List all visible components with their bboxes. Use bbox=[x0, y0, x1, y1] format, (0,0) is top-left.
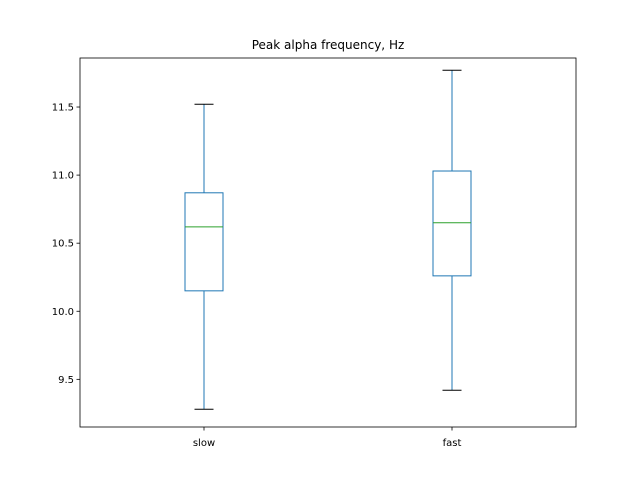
x-tick-label: slow bbox=[193, 438, 215, 449]
iqr-box bbox=[432, 170, 472, 277]
plot-area-frame bbox=[79, 57, 577, 428]
y-tick-label: 10.0 bbox=[52, 307, 74, 318]
x-axis: slow fast bbox=[193, 427, 462, 449]
y-tick-label: 9.5 bbox=[58, 375, 74, 386]
iqr-box bbox=[184, 192, 224, 292]
box-fast bbox=[432, 69, 472, 391]
x-tick-label: fast bbox=[443, 438, 462, 449]
box-series bbox=[184, 69, 472, 410]
y-tick-label: 11.5 bbox=[52, 103, 74, 114]
box-slow bbox=[184, 103, 224, 410]
y-tick-label: 10.5 bbox=[52, 239, 74, 250]
y-tick-label: 11.0 bbox=[52, 171, 74, 182]
chart-title: Peak alpha frequency, Hz bbox=[252, 38, 405, 52]
y-axis: 9.5 10.0 10.5 11.0 11.5 bbox=[52, 103, 80, 386]
